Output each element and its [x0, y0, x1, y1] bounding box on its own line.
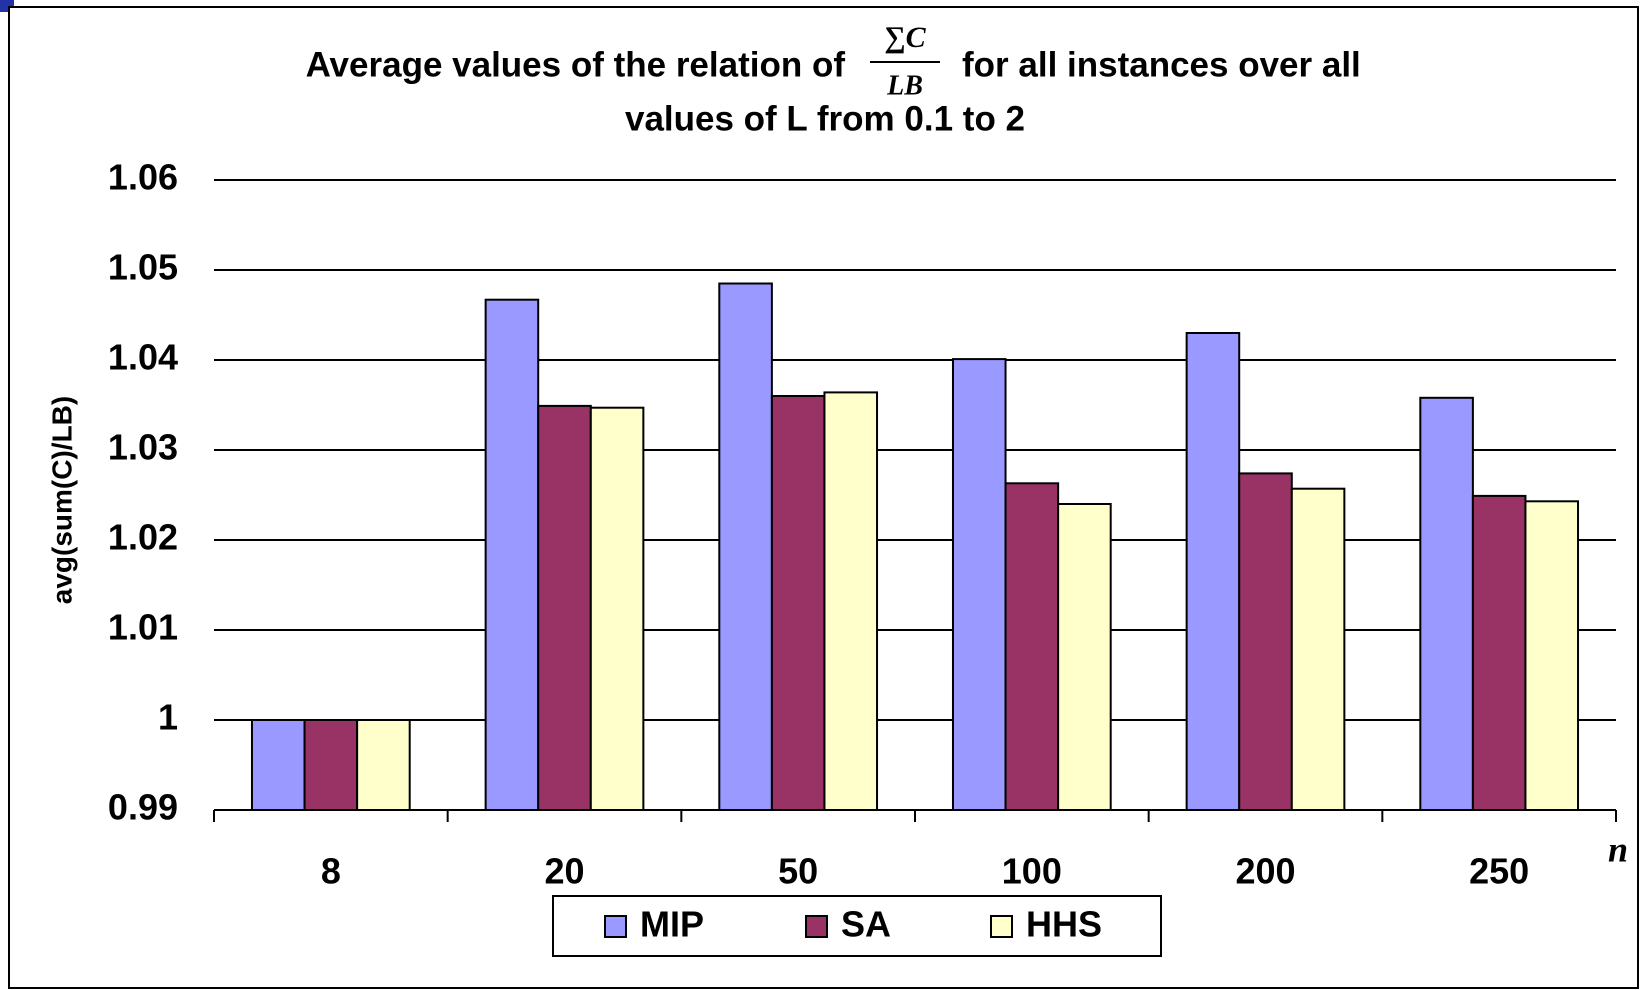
- y-tick-label: 1: [158, 697, 178, 738]
- y-tick-label: 1.02: [108, 517, 178, 558]
- y-tick-label: 1.01: [108, 607, 178, 648]
- legend-label: MIP: [640, 904, 704, 945]
- bar: [951, 358, 1007, 811]
- formula-numerator: ∑C: [884, 21, 926, 54]
- bar: [770, 395, 826, 811]
- y-tick-label: 1.04: [108, 337, 178, 378]
- formula-denominator: LB: [886, 70, 923, 101]
- legend-swatch: [604, 915, 627, 938]
- bar: [1057, 503, 1112, 811]
- y-tick-label: 0.99: [108, 787, 178, 828]
- bar: [250, 719, 306, 811]
- y-axis-label: avg(sum(C)/LB): [46, 396, 77, 604]
- bar: [589, 406, 645, 811]
- bar: [1290, 487, 1346, 811]
- x-axis-label: n: [1608, 829, 1628, 869]
- chart-title: values of L from 0.1 to 2: [625, 99, 1025, 138]
- bar: [823, 391, 879, 811]
- legend-swatch: [805, 915, 828, 938]
- bar: [1471, 494, 1527, 811]
- bar: [718, 282, 773, 811]
- x-tick-label: 200: [1235, 851, 1295, 892]
- legend-label: HHS: [1026, 904, 1102, 945]
- x-tick-label: 20: [544, 851, 584, 892]
- x-tick-label: 100: [1002, 851, 1062, 892]
- bar: [1185, 332, 1241, 811]
- legend-label: SA: [841, 904, 891, 945]
- bar: [1524, 500, 1580, 811]
- bar: [1419, 396, 1474, 811]
- x-tick-label: 8: [321, 851, 341, 892]
- y-tick-label: 1.06: [108, 157, 178, 198]
- bar: [356, 719, 411, 811]
- bar: [537, 404, 592, 811]
- bar: [1004, 482, 1060, 811]
- y-tick-label: 1.05: [108, 247, 178, 288]
- bar: [484, 298, 540, 811]
- chart-title: Average values of the relation of: [306, 45, 846, 84]
- chart-title: for all instances over all: [962, 45, 1361, 84]
- x-tick-label: 50: [778, 851, 818, 892]
- bar: [303, 719, 359, 811]
- bar: [1238, 472, 1293, 811]
- x-tick-label: 250: [1469, 851, 1529, 892]
- legend: [552, 895, 1162, 957]
- y-tick-label: 1.03: [108, 427, 178, 468]
- legend-swatch: [990, 915, 1013, 938]
